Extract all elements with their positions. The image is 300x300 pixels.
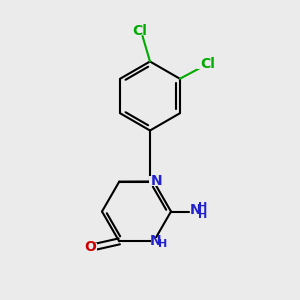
Text: O: O <box>84 240 96 254</box>
Text: N: N <box>149 234 161 248</box>
Text: H: H <box>198 209 207 220</box>
Text: Cl: Cl <box>133 24 148 38</box>
Text: N: N <box>190 203 202 217</box>
FancyBboxPatch shape <box>190 206 209 217</box>
FancyBboxPatch shape <box>151 238 172 248</box>
FancyBboxPatch shape <box>196 59 219 69</box>
FancyBboxPatch shape <box>149 176 164 186</box>
Text: Cl: Cl <box>200 57 215 71</box>
Text: H: H <box>198 202 207 212</box>
FancyBboxPatch shape <box>82 243 97 252</box>
Text: N: N <box>150 174 162 188</box>
Text: H: H <box>158 239 167 249</box>
FancyBboxPatch shape <box>129 26 152 35</box>
